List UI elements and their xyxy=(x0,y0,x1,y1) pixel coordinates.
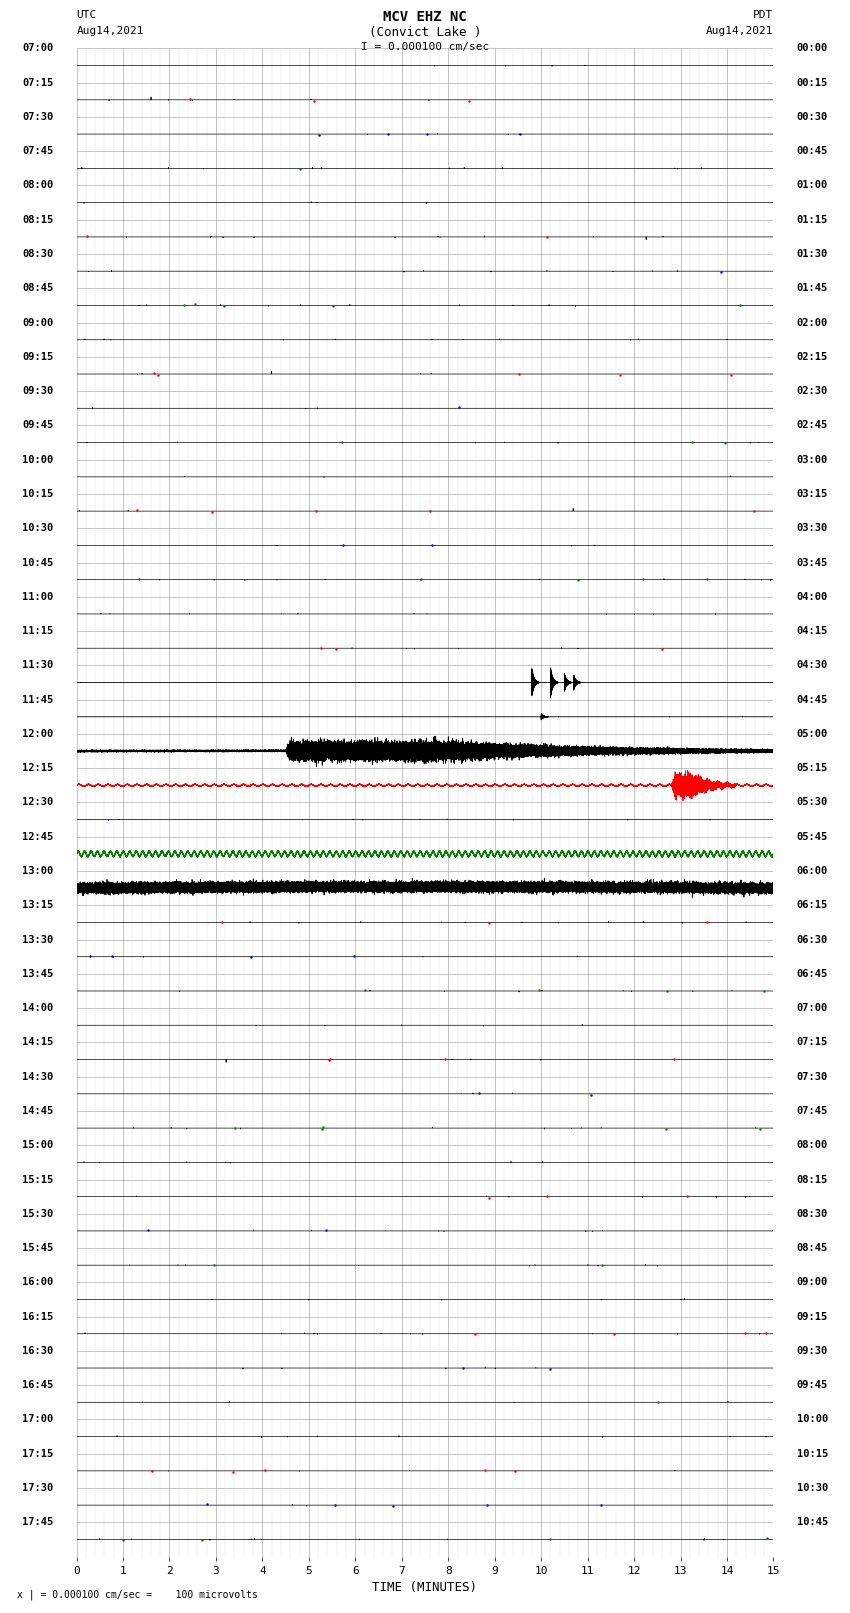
Text: MCV EHZ NC: MCV EHZ NC xyxy=(383,10,467,24)
Text: (Convict Lake ): (Convict Lake ) xyxy=(369,26,481,39)
Text: 04:30: 04:30 xyxy=(796,660,828,671)
Text: 03:00: 03:00 xyxy=(796,455,828,465)
Text: 11:15: 11:15 xyxy=(22,626,54,636)
Text: 11:00: 11:00 xyxy=(22,592,54,602)
Text: 00:30: 00:30 xyxy=(796,111,828,123)
Text: 07:15: 07:15 xyxy=(796,1037,828,1047)
Text: 13:30: 13:30 xyxy=(22,934,54,945)
Text: 15:45: 15:45 xyxy=(22,1244,54,1253)
Text: Aug14,2021: Aug14,2021 xyxy=(706,26,774,35)
Text: 17:30: 17:30 xyxy=(22,1482,54,1494)
Text: 08:30: 08:30 xyxy=(22,248,54,260)
Text: 12:30: 12:30 xyxy=(22,797,54,808)
Text: 10:00: 10:00 xyxy=(796,1415,828,1424)
Text: 01:45: 01:45 xyxy=(796,284,828,294)
Text: 14:00: 14:00 xyxy=(22,1003,54,1013)
Text: 04:45: 04:45 xyxy=(796,695,828,705)
Text: 09:15: 09:15 xyxy=(796,1311,828,1321)
Text: PDT: PDT xyxy=(753,10,774,19)
Text: 10:30: 10:30 xyxy=(22,523,54,534)
Text: 10:00: 10:00 xyxy=(22,455,54,465)
Text: 08:30: 08:30 xyxy=(796,1208,828,1219)
Text: Aug14,2021: Aug14,2021 xyxy=(76,26,144,35)
Text: 08:15: 08:15 xyxy=(22,215,54,224)
Text: 06:45: 06:45 xyxy=(796,969,828,979)
Text: 05:15: 05:15 xyxy=(796,763,828,773)
Text: 07:45: 07:45 xyxy=(22,147,54,156)
Text: 16:15: 16:15 xyxy=(22,1311,54,1321)
Text: 12:00: 12:00 xyxy=(22,729,54,739)
Text: 07:30: 07:30 xyxy=(796,1071,828,1082)
Text: 02:15: 02:15 xyxy=(796,352,828,361)
Text: 09:00: 09:00 xyxy=(796,1277,828,1287)
Text: 10:15: 10:15 xyxy=(796,1448,828,1458)
Text: 09:30: 09:30 xyxy=(22,386,54,397)
Text: UTC: UTC xyxy=(76,10,97,19)
Text: 12:15: 12:15 xyxy=(22,763,54,773)
Text: 01:30: 01:30 xyxy=(796,248,828,260)
Text: 10:45: 10:45 xyxy=(796,1518,828,1528)
Text: 09:45: 09:45 xyxy=(796,1381,828,1390)
Text: 08:00: 08:00 xyxy=(796,1140,828,1150)
Text: 15:15: 15:15 xyxy=(22,1174,54,1184)
Text: 08:45: 08:45 xyxy=(22,284,54,294)
Text: 05:00: 05:00 xyxy=(796,729,828,739)
Text: 02:00: 02:00 xyxy=(796,318,828,327)
Text: 10:15: 10:15 xyxy=(22,489,54,498)
Text: 17:15: 17:15 xyxy=(22,1448,54,1458)
Text: 07:45: 07:45 xyxy=(796,1107,828,1116)
Text: 07:15: 07:15 xyxy=(22,77,54,87)
Text: 09:45: 09:45 xyxy=(22,421,54,431)
Text: 07:30: 07:30 xyxy=(22,111,54,123)
Text: 12:45: 12:45 xyxy=(22,832,54,842)
Text: 08:15: 08:15 xyxy=(796,1174,828,1184)
Text: 03:15: 03:15 xyxy=(796,489,828,498)
Text: 11:45: 11:45 xyxy=(22,695,54,705)
Text: 02:30: 02:30 xyxy=(796,386,828,397)
Text: 01:15: 01:15 xyxy=(796,215,828,224)
Text: 11:30: 11:30 xyxy=(22,660,54,671)
Text: 05:45: 05:45 xyxy=(796,832,828,842)
Text: 08:00: 08:00 xyxy=(22,181,54,190)
Text: x | = 0.000100 cm/sec =    100 microvolts: x | = 0.000100 cm/sec = 100 microvolts xyxy=(17,1589,258,1600)
X-axis label: TIME (MINUTES): TIME (MINUTES) xyxy=(372,1581,478,1594)
Text: 13:45: 13:45 xyxy=(22,969,54,979)
Text: 16:30: 16:30 xyxy=(22,1345,54,1357)
Text: 09:30: 09:30 xyxy=(796,1345,828,1357)
Text: 13:15: 13:15 xyxy=(22,900,54,910)
Text: 02:45: 02:45 xyxy=(796,421,828,431)
Text: 00:15: 00:15 xyxy=(796,77,828,87)
Text: 10:45: 10:45 xyxy=(22,558,54,568)
Text: 14:30: 14:30 xyxy=(22,1071,54,1082)
Text: 00:45: 00:45 xyxy=(796,147,828,156)
Text: 17:00: 17:00 xyxy=(22,1415,54,1424)
Text: 16:45: 16:45 xyxy=(22,1381,54,1390)
Text: 17:45: 17:45 xyxy=(22,1518,54,1528)
Text: I = 0.000100 cm/sec: I = 0.000100 cm/sec xyxy=(361,42,489,52)
Text: 04:15: 04:15 xyxy=(796,626,828,636)
Text: 15:30: 15:30 xyxy=(22,1208,54,1219)
Text: 09:15: 09:15 xyxy=(22,352,54,361)
Text: 07:00: 07:00 xyxy=(22,44,54,53)
Text: 08:45: 08:45 xyxy=(796,1244,828,1253)
Text: 00:00: 00:00 xyxy=(796,44,828,53)
Text: 05:30: 05:30 xyxy=(796,797,828,808)
Text: 16:00: 16:00 xyxy=(22,1277,54,1287)
Text: 03:30: 03:30 xyxy=(796,523,828,534)
Text: 13:00: 13:00 xyxy=(22,866,54,876)
Text: 06:00: 06:00 xyxy=(796,866,828,876)
Text: 06:30: 06:30 xyxy=(796,934,828,945)
Text: 04:00: 04:00 xyxy=(796,592,828,602)
Text: 03:45: 03:45 xyxy=(796,558,828,568)
Text: 07:00: 07:00 xyxy=(796,1003,828,1013)
Text: 09:00: 09:00 xyxy=(22,318,54,327)
Text: 06:15: 06:15 xyxy=(796,900,828,910)
Text: 14:45: 14:45 xyxy=(22,1107,54,1116)
Text: 10:30: 10:30 xyxy=(796,1482,828,1494)
Text: 14:15: 14:15 xyxy=(22,1037,54,1047)
Text: 15:00: 15:00 xyxy=(22,1140,54,1150)
Text: 01:00: 01:00 xyxy=(796,181,828,190)
